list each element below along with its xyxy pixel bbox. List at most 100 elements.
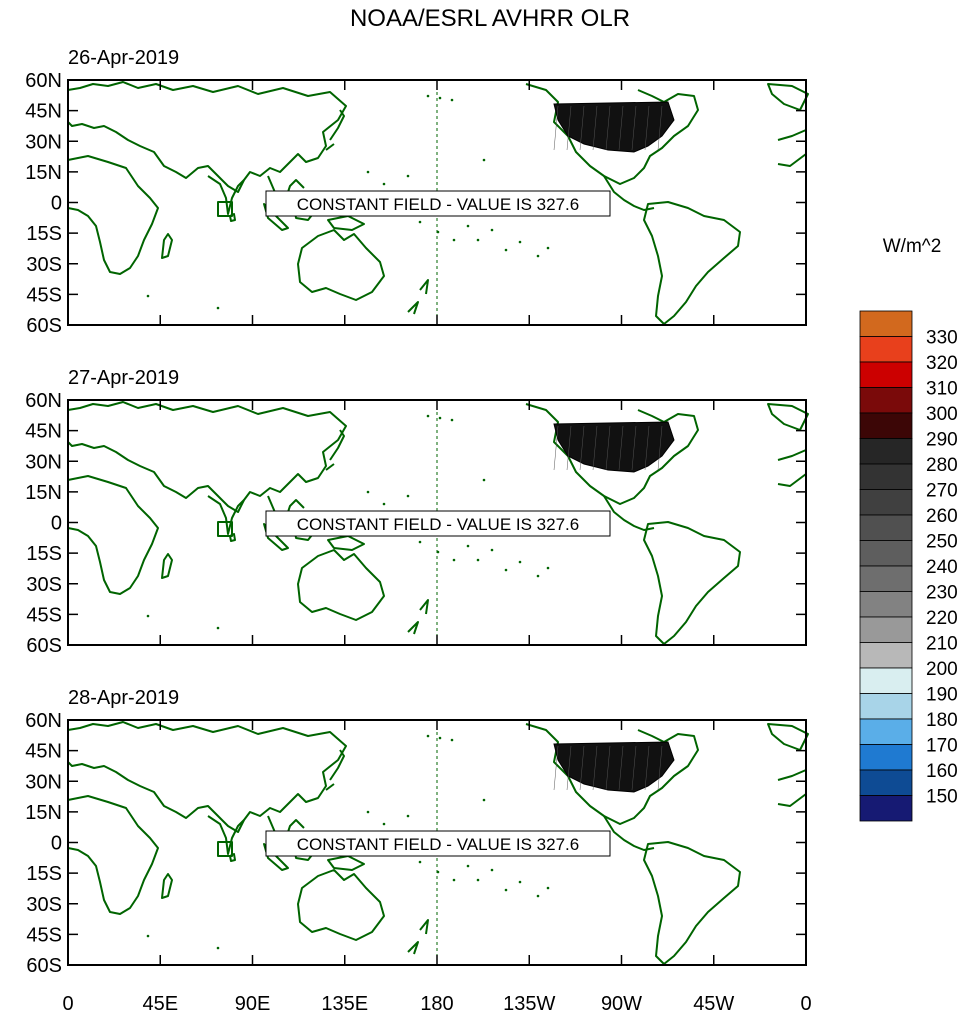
colorbar-label: 250 — [926, 532, 958, 553]
island-dot — [450, 98, 454, 102]
lon-label: 0 — [62, 993, 73, 1013]
island-dot — [406, 494, 410, 498]
colorbar-label: 160 — [926, 761, 958, 782]
colorbar-label: 310 — [926, 379, 958, 400]
island-dot — [476, 878, 480, 882]
lat-label: 15N — [25, 802, 62, 824]
island-dot — [216, 946, 220, 950]
lat-label: 45S — [26, 604, 62, 626]
lat-label: 60S — [26, 315, 62, 337]
colorbar-label: 210 — [926, 634, 958, 655]
lon-label: 45E — [142, 993, 178, 1013]
us-state-line — [592, 425, 598, 471]
us-state-line — [553, 425, 559, 471]
annotation-box — [265, 830, 611, 857]
island-dot — [418, 540, 422, 544]
lat-label: 60S — [26, 955, 62, 977]
figure-title: NOAA/ESRL AVHRR OLR — [350, 5, 630, 32]
island-dot — [546, 886, 550, 890]
us-state-line — [605, 425, 611, 471]
island-dot — [490, 868, 494, 872]
us-state-line — [579, 105, 585, 151]
colorbar-label: 170 — [926, 736, 958, 757]
island-dot — [452, 878, 456, 882]
island-dot — [146, 614, 150, 618]
island-dot — [452, 238, 456, 242]
us-boundaries — [553, 741, 675, 793]
colorbar-units: W/m^2 — [883, 236, 942, 257]
island-dot — [476, 558, 480, 562]
island-dot — [546, 246, 550, 250]
island-dot — [466, 544, 470, 548]
island-dot — [482, 478, 486, 482]
colorbar-swatch — [859, 795, 913, 822]
island-dot — [452, 558, 456, 562]
us-state-line — [592, 745, 598, 791]
colorbar-label: 230 — [926, 583, 958, 604]
colorbar-swatch — [859, 463, 913, 490]
lon-label: 90W — [601, 993, 642, 1013]
island-dot — [536, 894, 540, 898]
island-dot — [418, 220, 422, 224]
us-boundaries — [553, 101, 675, 153]
colorbar-swatch — [859, 718, 913, 745]
us-state-line — [631, 425, 637, 471]
colorbar-swatch — [859, 489, 913, 516]
lat-label: 60S — [26, 635, 62, 657]
us-state-line — [566, 745, 572, 791]
lat-label: 30N — [25, 131, 62, 153]
panel-date: 27-Apr-2019 — [68, 367, 179, 389]
island-dot — [450, 738, 454, 742]
lat-label: 15N — [25, 482, 62, 504]
island-dot — [366, 170, 370, 174]
us-state-line — [631, 105, 637, 151]
constant-field-note: CONSTANT FIELD - VALUE IS 327.6 — [297, 835, 579, 854]
lat-label: 30N — [25, 451, 62, 473]
us-state-line — [618, 745, 624, 791]
us-state-line — [644, 425, 650, 471]
island-dot — [418, 860, 422, 864]
colorbar-swatch — [859, 744, 913, 771]
island-dot — [450, 418, 454, 422]
island-dot — [382, 502, 386, 506]
lat-label: 45N — [25, 741, 62, 763]
us-state-line — [657, 425, 663, 471]
island-dot — [406, 174, 410, 178]
us-state-line — [579, 745, 585, 791]
island-dot — [366, 810, 370, 814]
us-state-line — [592, 105, 598, 151]
colorbar-label: 290 — [926, 430, 958, 451]
lon-label: 135W — [503, 993, 555, 1013]
lat-label: 45S — [26, 924, 62, 946]
island-dot — [466, 864, 470, 868]
us-boundaries — [553, 421, 675, 473]
us-state-line — [644, 745, 650, 791]
island-dot — [490, 548, 494, 552]
island-dot — [466, 224, 470, 228]
us-state-line — [553, 745, 559, 791]
lat-label: 15S — [26, 223, 62, 245]
island-dot — [504, 248, 508, 252]
us-state-line — [605, 105, 611, 151]
colorbar-swatch — [859, 438, 913, 465]
us-state-line — [566, 105, 572, 151]
colorbar-label: 220 — [926, 608, 958, 629]
us-state-line — [631, 745, 637, 791]
colorbar-swatch — [859, 412, 913, 439]
lat-label: 30N — [25, 771, 62, 793]
island-dot — [546, 566, 550, 570]
pacific-islands — [146, 94, 550, 310]
island-dot — [438, 96, 442, 100]
pacific-islands — [146, 734, 550, 950]
constant-field-note: CONSTANT FIELD - VALUE IS 327.6 — [297, 195, 579, 214]
colorbar-swatch — [859, 361, 913, 388]
us-state-line — [566, 425, 572, 471]
lat-label: 30S — [26, 254, 62, 276]
island-dot — [146, 934, 150, 938]
colorbar-swatch — [859, 769, 913, 796]
lat-label: 60N — [25, 710, 62, 732]
colorbar-label: 240 — [926, 557, 958, 578]
us-state-line — [579, 425, 585, 471]
lat-label: 60N — [25, 390, 62, 412]
island-dot — [406, 814, 410, 818]
